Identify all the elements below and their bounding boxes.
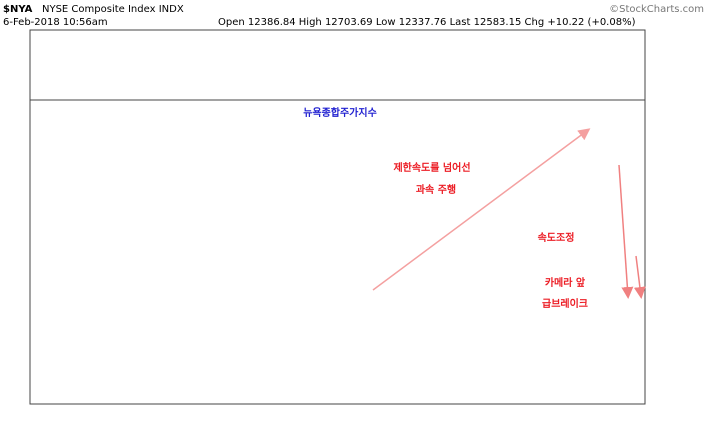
drop-arrow: [633, 255, 646, 299]
date: 6-Feb-2018 10:56am: [3, 17, 108, 28]
symbol-name: NYSE Composite Index INDX: [42, 4, 184, 15]
annotation: 속도조정: [538, 231, 575, 244]
quote: Open 12386.84 High 12703.69 Low 12337.76…: [218, 17, 636, 28]
price-panel: [29, 99, 646, 405]
annotation-title: 뉴욕종합주가지수: [303, 106, 377, 119]
drop-arrow: [618, 164, 634, 299]
annotation: 제한속도를 넘어선: [393, 161, 470, 174]
annotation: 과속 주행: [416, 183, 456, 196]
annotation: 급브레이크: [542, 297, 588, 310]
annotation: 카메라 앞: [545, 276, 586, 289]
symbol: $NYA: [3, 4, 33, 15]
copyright: ©StockCharts.com: [609, 4, 704, 15]
trend-arrow: [372, 128, 591, 291]
